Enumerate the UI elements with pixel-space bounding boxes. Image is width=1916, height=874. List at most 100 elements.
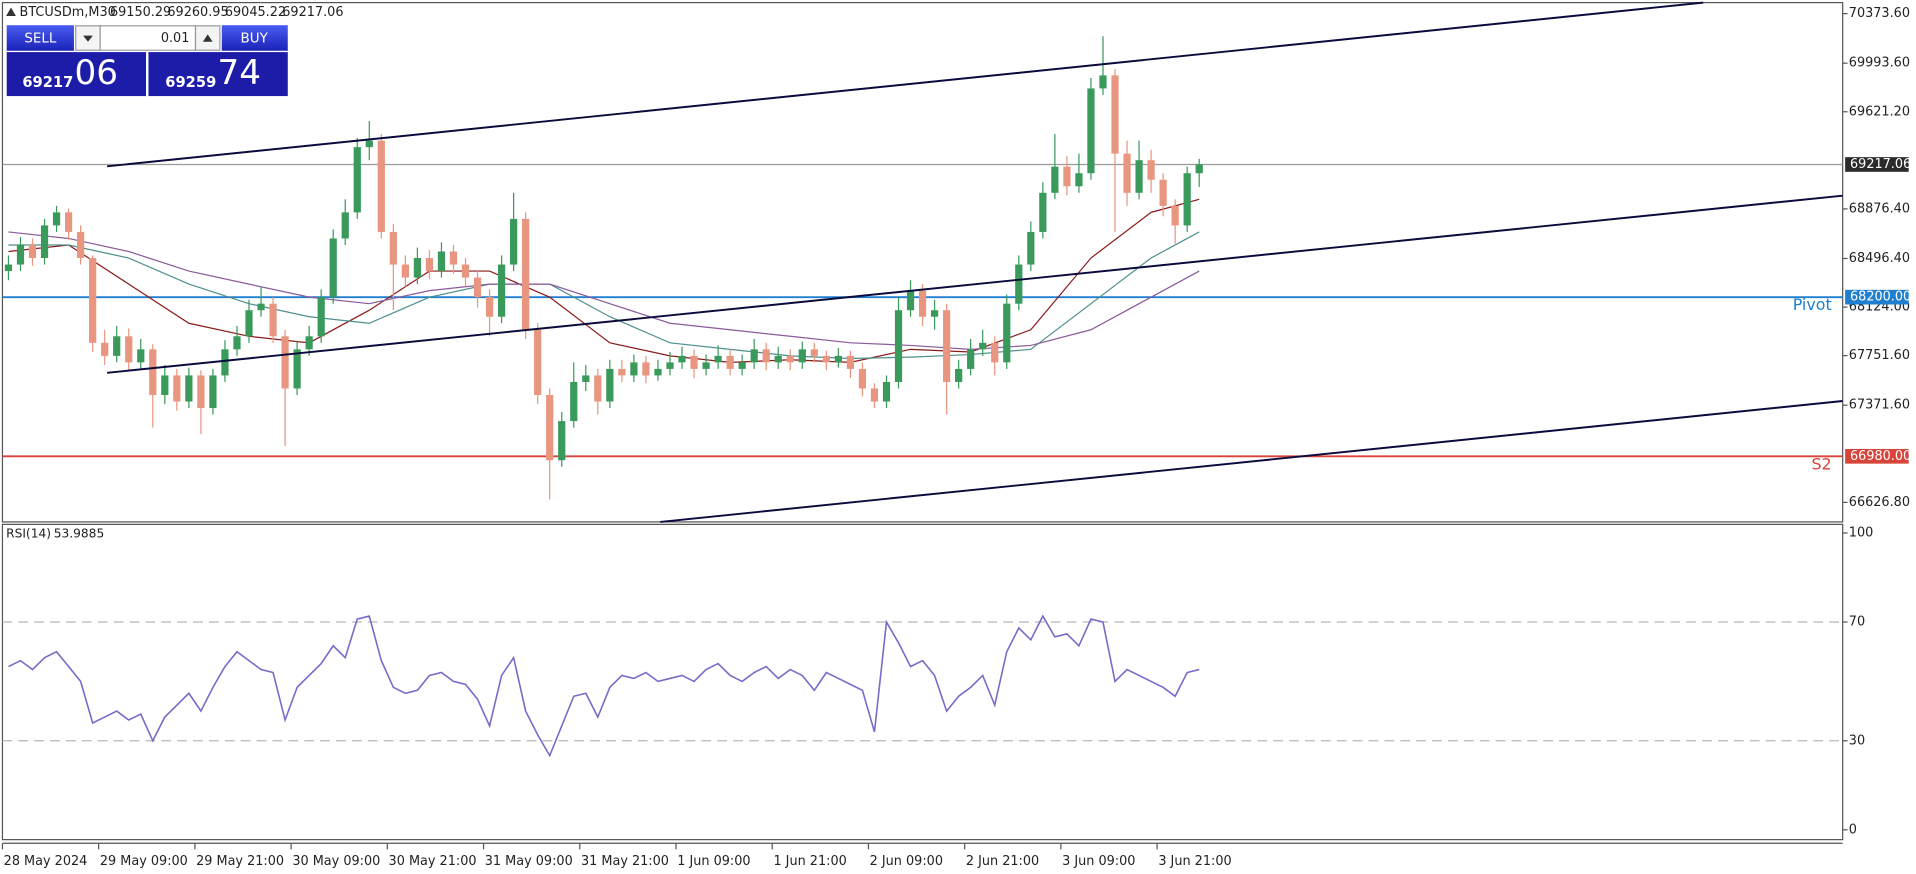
candle-body — [1123, 153, 1131, 193]
candle-body — [1051, 166, 1059, 193]
candle-body — [702, 362, 710, 369]
last-price-box — [1845, 157, 1909, 172]
candle-body — [101, 342, 109, 356]
candle-body — [293, 349, 301, 389]
candle-body — [28, 244, 37, 259]
candle-body — [618, 368, 626, 376]
candle-body — [257, 303, 265, 311]
candle-body — [449, 251, 458, 265]
y-tick-label: 69993.60 — [1849, 56, 1910, 71]
candle-body — [642, 362, 650, 376]
level-name: S2 — [1811, 454, 1831, 473]
close: 69217.06 — [282, 5, 343, 20]
lot-input[interactable] — [99, 25, 197, 51]
candle-body — [918, 290, 927, 317]
rsi-pane — [1, 523, 1844, 841]
x-tick-label: 29 May 21:00 — [196, 854, 284, 869]
candle-body — [846, 355, 855, 369]
candle-body — [221, 349, 229, 376]
x-tick-label: 28 May 2024 — [4, 854, 88, 869]
y-tick-label: 68496.40 — [1849, 251, 1910, 266]
candle-body — [1039, 192, 1047, 232]
candle-body — [882, 381, 891, 402]
candle-body — [546, 394, 554, 461]
trade-panel: BTCUSDm,M30 69150.29 69260.95 69045.22 6… — [5, 5, 343, 98]
candle-body — [894, 310, 903, 382]
candle-body — [485, 297, 494, 317]
rsi-line — [8, 614, 1200, 758]
candle-body — [317, 297, 325, 337]
y-tick-label: 68876.40 — [1849, 201, 1910, 216]
buy-price-main: 69259 — [165, 74, 216, 91]
candle-body — [401, 264, 409, 278]
candle-body — [762, 349, 770, 363]
candle-body — [197, 375, 205, 409]
candle-body — [305, 336, 313, 350]
x-tick-label: 30 May 09:00 — [292, 854, 380, 869]
candle-body — [1075, 173, 1083, 187]
symbol: BTCUSDm,M30 — [20, 5, 116, 20]
moving-average — [8, 231, 1200, 360]
candle-body — [209, 375, 217, 409]
lot-value: 0.01 — [161, 31, 190, 46]
candle-body — [233, 336, 241, 350]
candle-body — [606, 368, 614, 402]
candle-body — [389, 231, 397, 265]
candle-body — [822, 355, 830, 363]
x-tick-label: 31 May 09:00 — [485, 854, 573, 869]
level-name: Pivot — [1793, 295, 1832, 314]
candle-body — [341, 212, 349, 239]
candle-body — [353, 147, 361, 213]
candle-body — [497, 264, 506, 317]
main-pane — [1, 1, 1844, 523]
candle-body — [810, 349, 818, 356]
level-axis-box — [1845, 448, 1909, 464]
collapse-icon[interactable] — [6, 7, 16, 17]
candle-body — [738, 362, 746, 369]
candle-body — [510, 218, 518, 265]
candle-body — [774, 355, 782, 363]
lot-up-icon — [202, 34, 213, 42]
sell-label: SELL — [24, 32, 57, 47]
rsi-name: RSI(14) — [6, 527, 51, 541]
candle-body — [666, 362, 674, 369]
candle-body — [40, 225, 49, 259]
candle-body — [413, 258, 422, 278]
candle-body — [1159, 179, 1167, 206]
candle-body — [690, 355, 698, 369]
candle-body — [1099, 75, 1107, 89]
candle-body — [149, 349, 157, 395]
trendline — [106, 194, 1843, 374]
level-axis-label: 66980.00 — [1850, 449, 1911, 464]
candle-body — [570, 381, 578, 422]
candle-body — [979, 342, 987, 350]
candle-body — [1183, 173, 1191, 226]
candle-body — [750, 349, 758, 363]
y-tick-label: 66626.80 — [1849, 495, 1910, 510]
sell-price-main: 69217 — [22, 74, 73, 91]
buy-label: BUY — [241, 32, 269, 47]
buy-price-box[interactable] — [147, 50, 289, 98]
candle-body — [1135, 160, 1143, 193]
x-tick-label: 31 May 21:00 — [581, 854, 669, 869]
candle-body — [834, 355, 842, 363]
moving-average — [8, 198, 1200, 363]
x-tick-label: 30 May 21:00 — [389, 854, 477, 869]
sell-price-box[interactable] — [5, 50, 148, 98]
candle-body — [1027, 231, 1035, 265]
candle-body — [185, 375, 193, 402]
y-tick-label: 67371.60 — [1849, 398, 1910, 413]
open: 69150.29 — [110, 5, 171, 20]
candle-body — [630, 362, 638, 376]
x-tick-label: 3 Jun 09:00 — [1062, 854, 1135, 869]
candle-body — [113, 336, 121, 356]
trendline — [106, 1, 1704, 168]
sell-button[interactable] — [5, 23, 76, 53]
candle-body — [726, 355, 734, 369]
candle-body — [955, 368, 963, 382]
candle-body — [714, 355, 722, 363]
candle-body — [281, 336, 289, 389]
